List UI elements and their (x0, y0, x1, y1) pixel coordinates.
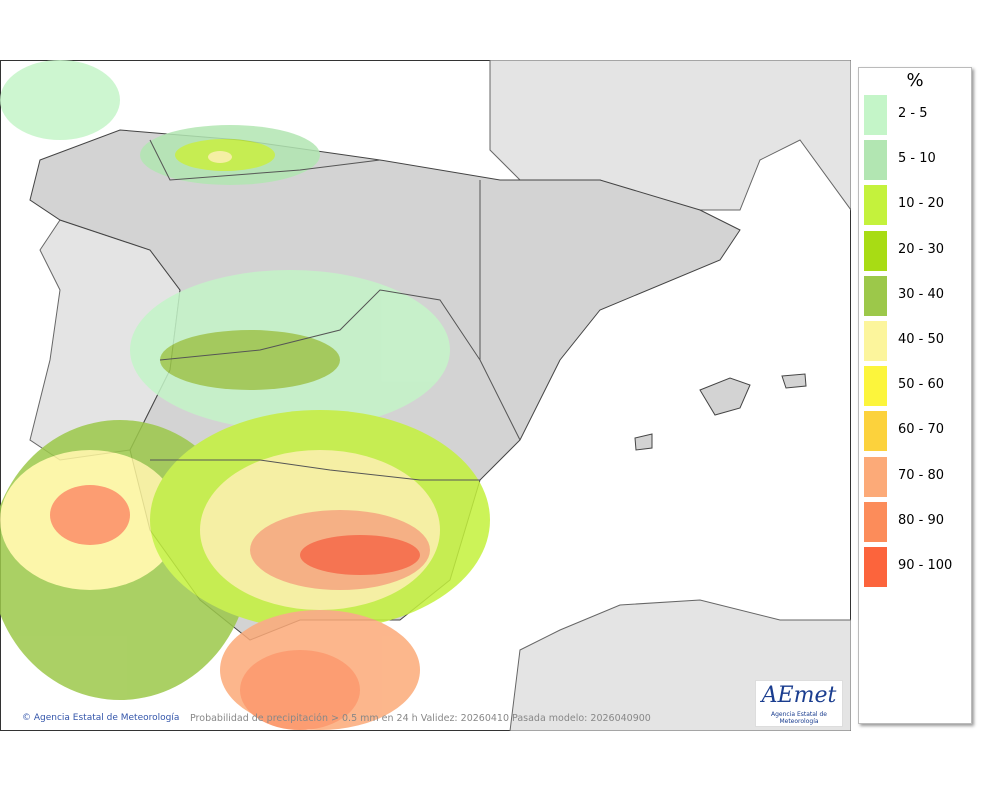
area (240, 650, 360, 730)
legend-label: 20 - 30 (898, 241, 945, 257)
legend-swatch (864, 95, 887, 135)
legend-label: 70 - 80 (898, 467, 945, 483)
border (159, 289, 481, 361)
legend-title: % (906, 70, 924, 91)
ibiza (634, 433, 653, 451)
legend-label: 5 - 10 (898, 151, 936, 167)
legend-swatch (864, 501, 887, 542)
legend-swatch (864, 366, 887, 407)
legend-swatch (864, 547, 887, 587)
area (208, 151, 232, 163)
mallorca (699, 377, 751, 416)
logo-subtitle: Agencia Estatal de Meteorología (770, 711, 827, 725)
area (160, 330, 340, 390)
legend-label: 50 - 60 (898, 377, 945, 393)
precipitation (0, 60, 490, 730)
region-borders (149, 139, 521, 481)
legend-swatch (864, 230, 887, 271)
legend-label: 60 - 70 (898, 422, 945, 438)
legend: % 2 - 5 5 - 10 10 - 20 20 - 30 30 - 40 40 - 5… (858, 67, 972, 724)
legend-label: 80 - 90 (898, 512, 945, 528)
border (150, 459, 480, 481)
area (300, 535, 420, 575)
menorca (781, 373, 807, 389)
legend-label: 30 - 40 (898, 286, 945, 302)
legend-swatch (864, 456, 887, 497)
caption: Probabilidad de precipitación > 0.5 mm e… (190, 713, 651, 724)
legend-swatch (864, 275, 887, 316)
area (50, 485, 130, 545)
legend-label: 10 - 20 (898, 196, 945, 212)
legend-swatch (864, 411, 887, 452)
border (149, 139, 381, 181)
area (0, 60, 120, 140)
legend-swatch (864, 185, 887, 226)
legend-label: 2 - 5 (898, 106, 928, 121)
legend-label: 90 - 100 (898, 558, 953, 573)
credit: © Agencia Estatal de Meteorología (22, 713, 180, 723)
legend-swatch (864, 140, 887, 181)
logo-name: AEmet (761, 683, 837, 708)
legend-swatch (864, 321, 887, 361)
border (479, 180, 521, 441)
map (0, 60, 851, 731)
logo: AEmet Agencia Estatal de Meteorología (755, 680, 843, 727)
legend-label: 40 - 50 (898, 332, 945, 347)
